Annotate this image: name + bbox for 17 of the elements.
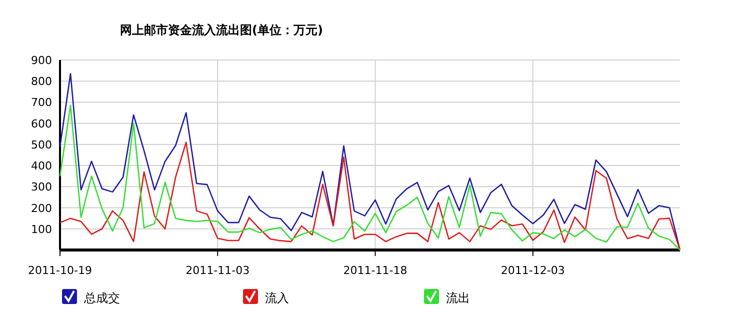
legend-label: 流出 (446, 291, 470, 305)
y-tick-label: 400 (31, 160, 52, 173)
y-tick-label: 900 (31, 54, 52, 67)
legend-label: 总成交 (83, 291, 120, 305)
y-tick-label: 600 (31, 117, 52, 130)
chart-title: 网上邮市资金流入流出图(单位：万元) (120, 23, 323, 37)
y-tick-label: 100 (31, 222, 52, 236)
y-tick-label: 800 (31, 75, 52, 88)
y-tick-label: 700 (31, 96, 52, 110)
x-tick-label: 2011-10-19 (28, 264, 92, 277)
y-tick-label: 300 (31, 180, 52, 194)
y-tick-label: 500 (31, 138, 52, 152)
x-tick-label: 2011-11-18 (343, 264, 408, 277)
y-tick-label: 200 (31, 202, 52, 215)
legend-label: 流入 (265, 291, 289, 305)
x-tick-label: 2011-12-03 (500, 264, 565, 277)
x-tick-label: 2011-11-03 (186, 264, 250, 277)
